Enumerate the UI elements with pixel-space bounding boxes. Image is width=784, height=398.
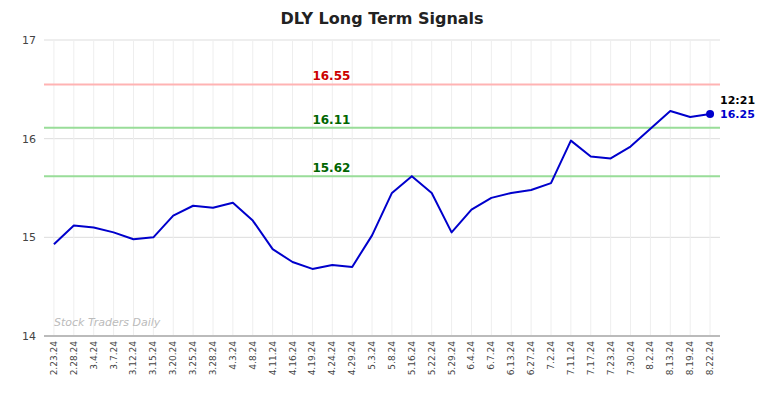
x-tick-label: 2.28.24	[69, 341, 79, 376]
x-tick-label: 5.8.24	[387, 341, 397, 370]
x-tick-label: 3.4.24	[89, 341, 99, 370]
x-tick-label: 6.4.24	[466, 341, 476, 370]
x-tick-label: 8.22.24	[705, 341, 715, 376]
x-tick-label: 6.13.24	[506, 341, 516, 376]
reference-label: 16.11	[312, 113, 350, 127]
reference-label: 16.55	[312, 69, 350, 83]
plot-area	[44, 84, 720, 269]
last-point	[706, 110, 714, 118]
x-tick-label: 4.3.24	[228, 341, 238, 370]
annotation: 12:21	[720, 94, 755, 107]
x-tick-label: 8.13.24	[665, 341, 675, 376]
x-tick-label: 8.2.24	[645, 341, 655, 370]
x-tick-label: 7.2.24	[546, 341, 556, 370]
x-tick-label: 5.22.24	[427, 341, 437, 376]
x-tick-label: 3.25.24	[188, 341, 198, 376]
x-tick-label: 7.11.24	[566, 341, 576, 376]
x-tick-label: 3.7.24	[109, 341, 119, 370]
x-tick-label: 5.16.24	[407, 341, 417, 376]
x-tick-label: 4.19.24	[307, 341, 317, 376]
y-tick-label: 14	[22, 330, 36, 343]
title: DLY Long Term Signals	[280, 9, 483, 28]
x-tick-label: 3.12.24	[128, 341, 138, 376]
x-tick-label: 5.29.24	[447, 341, 457, 376]
x-tick-label: 3.15.24	[148, 341, 158, 376]
x-tick-label: 7.23.24	[606, 341, 616, 376]
grid-line	[44, 336, 720, 337]
reference-line	[44, 127, 720, 129]
x-tick-label: 4.16.24	[288, 341, 298, 376]
reference-line	[44, 175, 720, 177]
y-tick-label: 16	[22, 133, 36, 146]
grid-line	[44, 138, 720, 139]
x-tick-label: 6.7.24	[486, 341, 496, 370]
x-tick-label: 4.29.24	[347, 341, 357, 376]
grid	[44, 40, 720, 336]
x-tick-label: 7.30.24	[626, 341, 636, 376]
x-tick-label: 7.17.24	[586, 341, 596, 376]
line	[54, 111, 710, 269]
x-axis	[44, 336, 720, 337]
x-tick-label: 6.27.24	[526, 341, 536, 376]
grid-line	[44, 40, 720, 41]
y-tick-label: 17	[22, 34, 36, 47]
x-tick-label: 2.23.24	[49, 341, 59, 376]
x-tick-label: 3.28.24	[208, 341, 218, 376]
x-tick-label: 4.11.24	[268, 341, 278, 376]
y-tick-label: 15	[22, 231, 36, 244]
x-tick-label: 4.24.24	[327, 341, 337, 376]
annotation: 16.25	[720, 108, 755, 121]
x-tick-label: 4.8.24	[248, 341, 258, 370]
x-tick-label: 8.19.24	[685, 341, 695, 376]
reference-line	[44, 83, 720, 85]
reference-label: 15.62	[312, 161, 350, 175]
x-tick-label: 3.20.24	[168, 341, 178, 376]
chart: DLY Long Term Signals 14 15 16 17 2.23.24 2.28…	[0, 0, 784, 398]
watermark: Stock Traders Daily	[54, 316, 161, 329]
x-tick-label: 5.3.24	[367, 341, 377, 370]
